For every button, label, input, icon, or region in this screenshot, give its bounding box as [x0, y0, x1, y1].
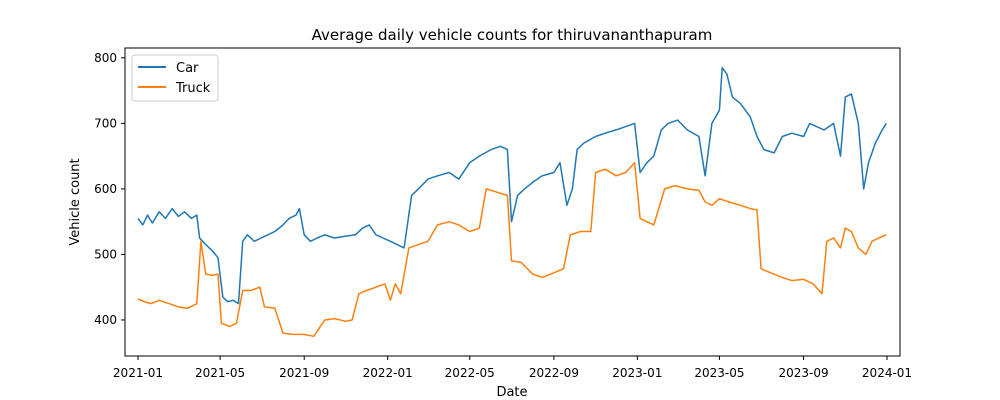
x-tick-label: 2023-09 [778, 366, 828, 380]
x-tick-label: 2024-01 [862, 366, 912, 380]
x-tick-label: 2021-01 [113, 366, 163, 380]
x-tick-label: 2021-05 [195, 366, 245, 380]
x-tick-label: 2021-09 [279, 366, 329, 380]
plot-area-frame [124, 47, 901, 357]
plot-lines [137, 66, 887, 338]
chart-title: Average daily vehicle counts for thiruva… [312, 26, 713, 44]
series-line-car [137, 66, 887, 305]
y-axis-ticks: 400 500 600 700 800 [94, 51, 125, 327]
y-tick-label: 700 [94, 116, 117, 130]
legend-label-car: Car [176, 61, 199, 76]
x-axis-label: Date [496, 385, 527, 400]
x-tick-label: 2022-09 [529, 366, 579, 380]
x-tick-label: 2022-05 [445, 366, 495, 380]
x-tick-label: 2022-01 [363, 366, 413, 380]
y-tick-label: 400 [94, 313, 117, 327]
y-tick-label: 800 [94, 51, 117, 65]
legend-label-truck: Truck [175, 81, 211, 96]
legend: Car Truck [131, 54, 219, 102]
x-tick-label: 2023-01 [612, 366, 662, 380]
x-tick-label: 2023-05 [694, 366, 744, 380]
y-axis-label: Vehicle count [68, 158, 83, 245]
y-tick-label: 500 [94, 247, 117, 261]
x-axis-ticks: 2021-01 2021-05 2021-09 2022-01 2022-05 2022-… [113, 356, 912, 380]
series-line-truck [137, 161, 887, 338]
y-tick-label: 600 [94, 182, 117, 196]
